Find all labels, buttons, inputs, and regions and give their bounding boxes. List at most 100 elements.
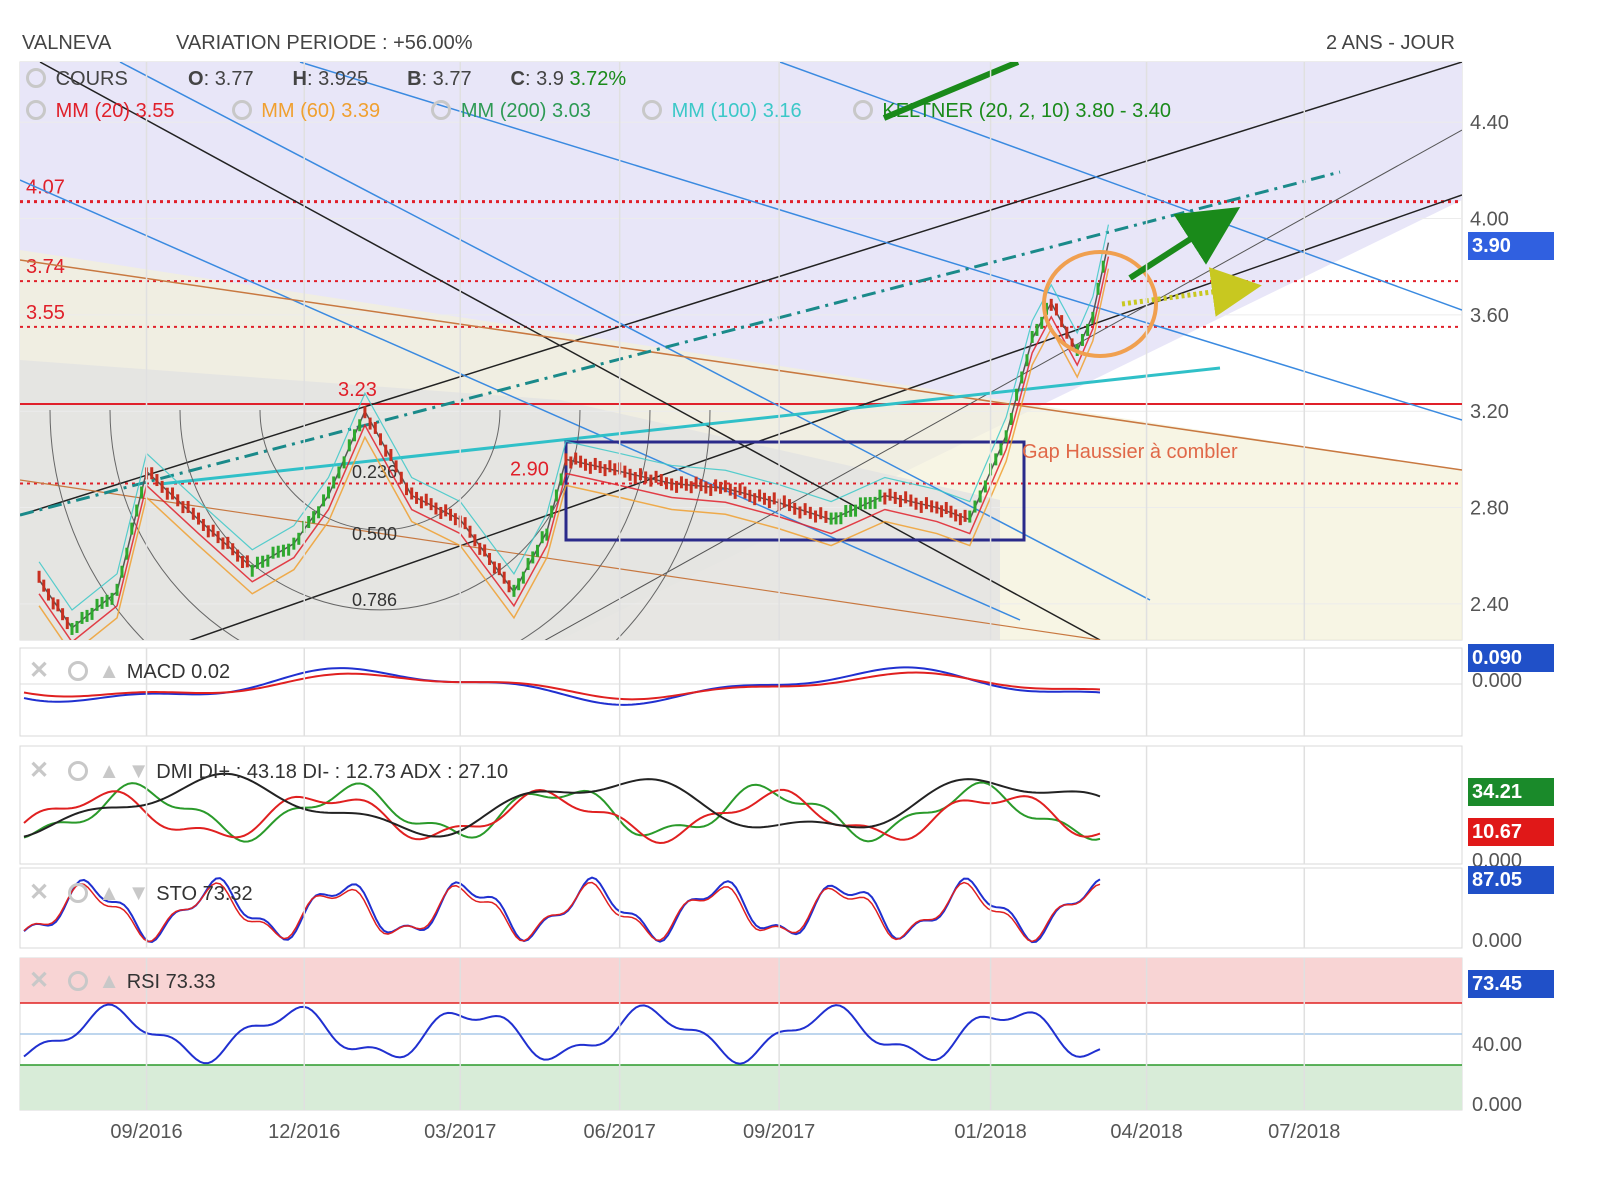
y-tick-label: 3.20: [1470, 401, 1509, 423]
close-icon[interactable]: ✕: [28, 879, 50, 906]
candle: [322, 494, 326, 507]
signal-line: [23, 671, 1101, 701]
candle: [793, 502, 797, 515]
candle: [353, 429, 357, 442]
candle: [231, 543, 235, 556]
candle: [181, 501, 185, 514]
candle: [949, 505, 953, 518]
arrow-up-icon[interactable]: ▲: [98, 658, 121, 683]
candle: [694, 476, 698, 489]
y-tick-label: 2.80: [1470, 498, 1509, 520]
close-icon[interactable]: ✕: [28, 757, 50, 784]
candle: [748, 489, 752, 502]
overbought-zone: [20, 958, 1462, 1003]
candle: [327, 486, 331, 499]
low-value: 3.77: [432, 68, 472, 90]
x-tick-label: 06/2017: [584, 1121, 656, 1143]
candle: [1030, 330, 1034, 343]
macd-zero-tick: 0.000: [1472, 670, 1523, 692]
arrow-down-icon[interactable]: ▼: [127, 880, 150, 905]
candle: [415, 491, 419, 504]
gear-icon[interactable]: [231, 100, 252, 120]
candle: [51, 597, 55, 610]
rsi-value: 73.33: [165, 971, 216, 993]
candle: [649, 474, 653, 487]
candle: [492, 561, 496, 574]
close-icon[interactable]: ✕: [28, 657, 50, 684]
candle: [638, 468, 642, 481]
candle: [728, 483, 732, 496]
x-tick-label: 04/2018: [1110, 1121, 1182, 1143]
macd-label: MACD: [126, 661, 186, 683]
candle: [1049, 298, 1053, 311]
candle: [608, 460, 612, 473]
candle: [564, 453, 568, 466]
mm60-legend[interactable]: MM (60) 3.39: [261, 100, 381, 122]
sto-label: STO: [156, 883, 198, 905]
gear-icon[interactable]: [67, 971, 88, 991]
candle: [56, 599, 60, 612]
arrow-up-icon[interactable]: ▲: [98, 758, 121, 783]
level-label: 2.90: [510, 458, 549, 480]
gear-icon[interactable]: [852, 100, 873, 120]
arrow-down-icon[interactable]: ▼: [127, 758, 150, 783]
x-tick-label: 09/2017: [743, 1121, 815, 1143]
candle: [363, 406, 367, 419]
close-icon[interactable]: ✕: [28, 967, 50, 994]
candle: [963, 509, 967, 522]
y-tick-label: 4.00: [1470, 209, 1509, 231]
oversold-zone: [20, 1065, 1462, 1110]
fib-arc: [179, 409, 581, 611]
price-plot: 4.07 3.74 3.55 3.23 2.90 0.236 0.500 0.786 Gap H…: [20, 62, 1462, 640]
candle: [978, 490, 982, 503]
close-label: C: [510, 68, 525, 90]
candle: [883, 492, 887, 505]
candle: [814, 510, 818, 523]
arrow-up-icon[interactable]: ▲: [98, 880, 121, 905]
candle: [1020, 371, 1024, 384]
trend-line: [119, 62, 1151, 601]
target-arrow: [1121, 267, 1262, 317]
dmi-values: DI+ : 43.18 DI- : 12.73 ADX : 27.10: [198, 761, 509, 783]
candle: [699, 479, 703, 492]
dmi-plot: [23, 772, 1101, 844]
candle: [873, 496, 877, 509]
candle: [654, 470, 658, 483]
rsi-mid-tick: 40.00: [1472, 1034, 1523, 1056]
keltner-legend[interactable]: KELTNER (20, 2, 10) 3.80 - 3.40: [882, 100, 1172, 122]
candle: [150, 467, 154, 480]
gear-icon[interactable]: [67, 761, 88, 781]
candle: [521, 571, 525, 584]
gear-icon[interactable]: [67, 661, 88, 681]
gear-icon[interactable]: [26, 100, 46, 120]
candle: [120, 565, 124, 578]
period-label[interactable]: 2 ANS - JOUR: [1326, 32, 1455, 54]
candle: [90, 607, 94, 620]
sto-panel: [19, 867, 1463, 949]
mm100-legend[interactable]: MM (100) 3.16: [671, 100, 802, 122]
candle: [236, 549, 240, 562]
fib-label: 0.500: [352, 524, 397, 544]
gear-icon[interactable]: [26, 68, 46, 88]
change-value: 3.72%: [569, 68, 627, 90]
gear-icon[interactable]: [642, 100, 663, 120]
gear-icon[interactable]: [67, 883, 88, 903]
candle: [598, 461, 602, 474]
candle: [266, 554, 270, 567]
mm20-legend[interactable]: MM (20) 3.55: [55, 100, 175, 122]
mm200-legend[interactable]: MM (200) 3.03: [460, 100, 591, 122]
di-plus-badge: 34.21: [1468, 778, 1554, 806]
bullish-arrow: [1128, 206, 1241, 281]
arrow-up-icon[interactable]: ▲: [98, 968, 121, 993]
trend-line: [20, 179, 1021, 621]
candle: [704, 481, 708, 494]
candle: [839, 512, 843, 525]
x-tick-label: 12/2016: [268, 1121, 340, 1143]
level-label: 3.23: [338, 379, 377, 401]
high-label: H: [292, 68, 307, 90]
gear-icon[interactable]: [431, 100, 452, 120]
candle: [206, 525, 210, 538]
candle: [983, 480, 987, 493]
candle: [399, 471, 403, 484]
candle: [689, 481, 693, 494]
